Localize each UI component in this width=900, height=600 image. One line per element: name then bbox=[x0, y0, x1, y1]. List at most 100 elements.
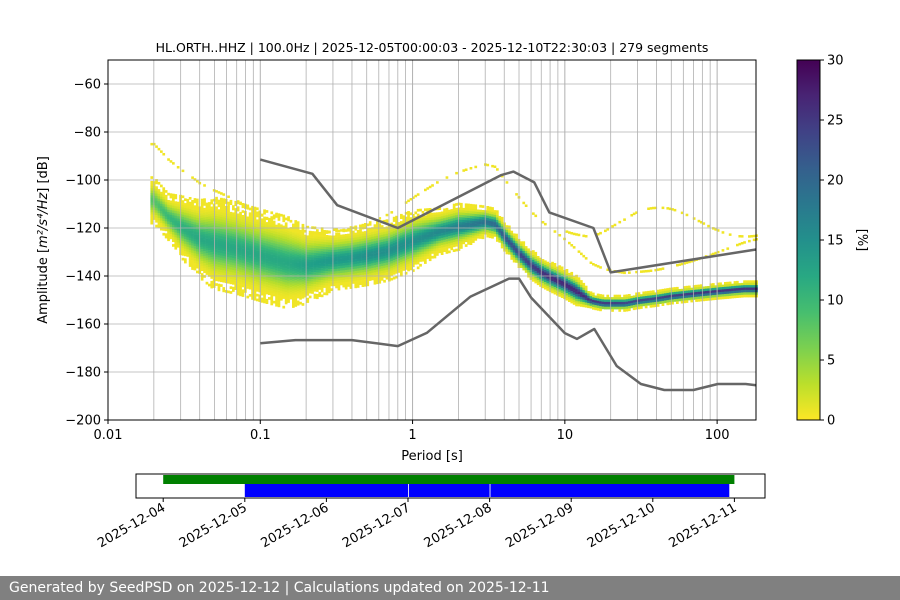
psd-cell bbox=[558, 282, 562, 285]
psd-cell bbox=[352, 266, 355, 270]
psd-cell bbox=[752, 234, 756, 238]
psd-cell bbox=[248, 284, 252, 288]
psd-cell bbox=[332, 242, 336, 246]
psd-cell bbox=[325, 235, 329, 238]
psd-cell bbox=[229, 286, 233, 289]
psd-cell bbox=[680, 296, 684, 299]
psd-cell bbox=[292, 300, 295, 304]
psd-cell bbox=[186, 198, 190, 202]
psd-cell bbox=[440, 228, 444, 231]
psd-cell bbox=[373, 238, 377, 242]
psd-cell bbox=[649, 297, 653, 301]
psd-cell bbox=[181, 202, 185, 206]
psd-cell bbox=[376, 281, 379, 285]
psd-cell bbox=[318, 260, 322, 264]
psd-cell bbox=[217, 278, 221, 282]
psd-cell bbox=[748, 239, 751, 243]
psd-cell bbox=[320, 282, 324, 286]
psd-cell bbox=[390, 244, 394, 247]
psd-cell bbox=[277, 254, 281, 257]
psd-cell bbox=[416, 259, 420, 262]
psd-cell bbox=[359, 227, 362, 230]
psd-cell bbox=[150, 197, 154, 201]
psd-cell bbox=[601, 301, 605, 305]
psd-cell bbox=[378, 242, 382, 246]
psd-cell bbox=[332, 240, 336, 243]
psd-cell bbox=[308, 290, 312, 294]
psd-cell bbox=[227, 264, 230, 267]
psd-cell bbox=[668, 297, 672, 300]
psd-cell bbox=[167, 192, 170, 196]
psd-cell bbox=[510, 249, 514, 253]
psd-cell bbox=[558, 294, 562, 297]
psd-cell bbox=[371, 229, 374, 233]
psd-cell bbox=[296, 281, 300, 284]
psd-cell bbox=[745, 289, 749, 293]
psd-cell bbox=[313, 231, 317, 234]
psd-cell bbox=[287, 300, 290, 303]
psd-cell bbox=[210, 228, 214, 231]
psd-cell bbox=[344, 286, 348, 290]
psd-cell bbox=[510, 242, 514, 246]
psd-cell bbox=[176, 240, 180, 243]
psd-cell bbox=[232, 229, 235, 232]
psd-cell bbox=[664, 288, 667, 292]
psd-cell bbox=[577, 296, 581, 300]
psd-cell bbox=[500, 233, 504, 237]
psd-cell bbox=[748, 289, 751, 293]
psd-cell bbox=[157, 220, 161, 223]
psd-cell bbox=[316, 229, 319, 232]
psd-cell bbox=[380, 266, 384, 269]
psd-cell bbox=[438, 207, 442, 210]
psd-cell bbox=[222, 265, 226, 269]
psd-cell bbox=[282, 248, 286, 251]
psd-cell bbox=[412, 196, 415, 199]
psd-cell bbox=[736, 288, 739, 291]
psd-cell bbox=[181, 214, 185, 218]
psd-cell bbox=[220, 243, 223, 247]
psd-cell bbox=[220, 284, 223, 287]
psd-cell bbox=[306, 247, 310, 251]
psd-cell bbox=[611, 309, 614, 312]
psd-cell bbox=[311, 267, 314, 270]
psd-cell bbox=[445, 219, 449, 223]
psd-cell bbox=[320, 265, 324, 269]
psd-cell bbox=[500, 228, 504, 232]
psd-cell bbox=[196, 232, 199, 235]
psd-cell bbox=[299, 249, 302, 252]
psd-cell bbox=[335, 228, 338, 231]
psd-cell bbox=[184, 227, 187, 230]
psd-cell bbox=[184, 212, 187, 216]
psd-cell bbox=[498, 218, 502, 222]
psd-cell bbox=[668, 292, 672, 296]
psd-cell bbox=[361, 238, 365, 242]
psd-cell bbox=[260, 290, 264, 294]
psd-cell bbox=[292, 245, 295, 248]
psd-cell bbox=[608, 306, 612, 310]
psd-cell bbox=[433, 246, 437, 249]
psd-cell bbox=[565, 285, 569, 289]
psd-cell bbox=[532, 264, 535, 268]
psd-cell bbox=[289, 296, 293, 300]
psd-cell bbox=[316, 246, 319, 249]
psd-cell bbox=[385, 260, 389, 263]
psd-cell bbox=[392, 252, 396, 256]
psd-cell bbox=[292, 238, 295, 241]
psd-cell bbox=[191, 238, 194, 242]
psd-cell bbox=[347, 233, 350, 237]
psd-cell bbox=[193, 217, 197, 220]
psd-cell bbox=[203, 243, 206, 247]
psd-cell bbox=[704, 288, 708, 292]
psd-cell bbox=[419, 244, 422, 248]
psd-cell bbox=[265, 250, 269, 254]
psd-cell bbox=[728, 296, 732, 299]
psd-cell bbox=[337, 249, 341, 252]
psd-cell bbox=[155, 219, 158, 223]
psd-cell bbox=[272, 238, 276, 242]
psd-cell bbox=[599, 306, 602, 309]
psd-cell bbox=[448, 238, 451, 242]
psd-cell bbox=[229, 252, 233, 256]
psd-cell bbox=[728, 293, 732, 297]
psd-cell bbox=[457, 229, 461, 232]
psd-cell bbox=[433, 243, 437, 247]
